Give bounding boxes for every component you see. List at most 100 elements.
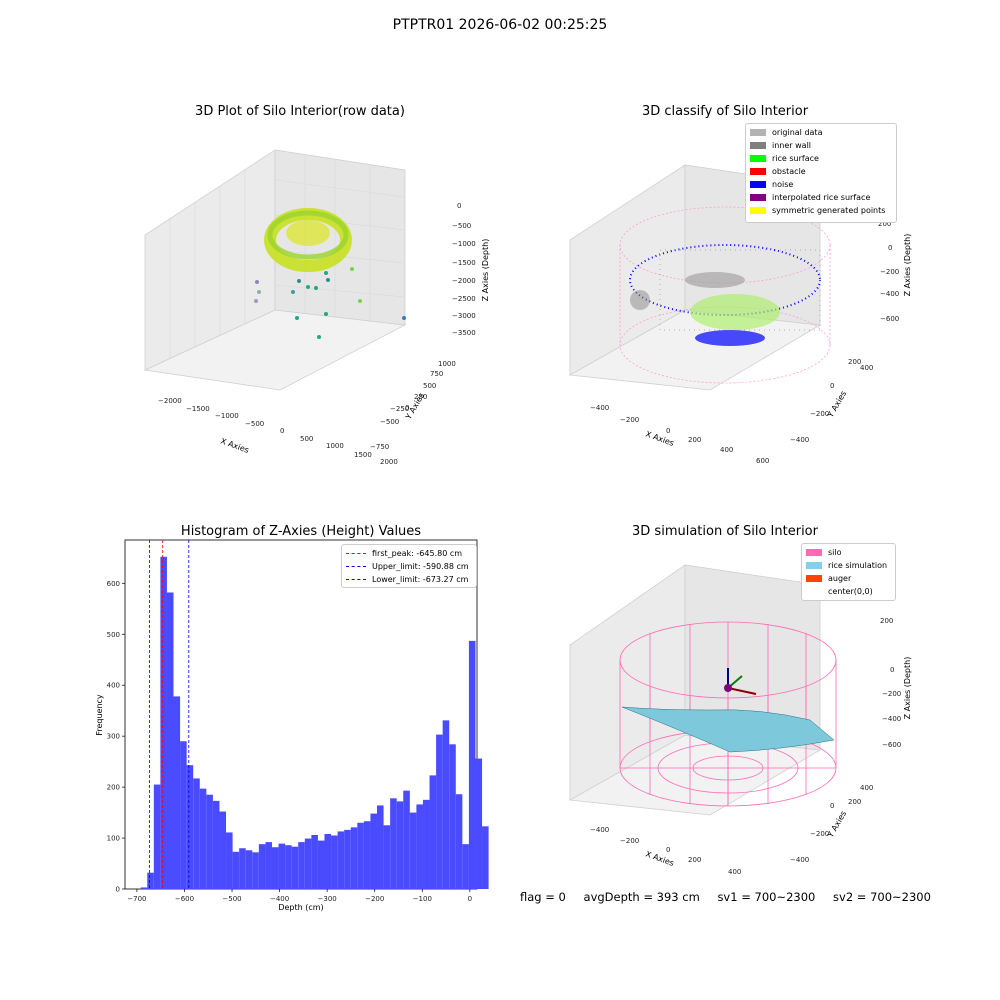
- raw-y-tick: −750: [370, 443, 389, 451]
- raw-z-tick: −1500: [452, 259, 476, 267]
- auger-markers: [724, 668, 757, 695]
- raw-z-ticks: 0 −500 −1000 −1500 −2000 −2500 −3000 −35…: [452, 202, 476, 337]
- simulation-y-axis-label: Y Axies: [825, 809, 848, 839]
- legend-label: auger: [828, 574, 852, 583]
- histogram-bar: [212, 800, 220, 889]
- histogram-y-tick-label: 100: [107, 835, 120, 843]
- raw-x-tick: −1000: [215, 412, 239, 420]
- histogram-bars: [140, 556, 489, 889]
- avg-depth-text: avgDepth = 393 cm: [583, 890, 700, 904]
- histogram-bar: [396, 801, 404, 889]
- histogram-bar: [468, 640, 476, 889]
- classify-y-ticks: −400 −200 0 200 400: [790, 358, 873, 444]
- histogram-y-tick-label: 200: [107, 784, 120, 792]
- legend-label: first_peak: -645.80 cm: [372, 549, 463, 558]
- raw-x-tick: 2000: [380, 458, 398, 465]
- legend-entry: Upper_limit: -590.88 cm: [346, 560, 472, 573]
- histogram-bar: [206, 794, 213, 889]
- histogram-bar: [147, 872, 154, 889]
- raw-y-tick: 500: [423, 382, 436, 390]
- histogram-bar: [390, 798, 397, 889]
- legend-swatch: [750, 129, 766, 136]
- histogram-x-tick-label: −400: [270, 895, 289, 903]
- histogram-y-tick-label: 600: [107, 580, 120, 588]
- legend-swatch: [750, 142, 766, 149]
- simulation-x-ticks: −400 −200 0 200 400: [590, 826, 741, 876]
- histogram-x-ticks: −700 −600 −500 −400 −300 −200 −100 0: [127, 889, 472, 903]
- raw-z-tick: −3500: [452, 329, 476, 337]
- histogram-bar: [409, 812, 417, 889]
- classify-z-tick: 200: [878, 220, 891, 228]
- histogram-bar: [377, 805, 384, 889]
- classify-z-ticks: 200 0 −200 −400 −600: [878, 220, 899, 323]
- histogram-bar: [291, 846, 299, 889]
- rice-surface: [621, 706, 835, 753]
- classify-legend: original data inner wall rice surface obsta…: [745, 123, 897, 223]
- legend-swatch: [346, 579, 366, 580]
- legend-swatch: [750, 207, 766, 214]
- legend-label: symmetric generated points: [772, 206, 886, 215]
- simulation-x-tick: −200: [620, 837, 639, 845]
- simulation-x-tick: 200: [688, 856, 701, 864]
- classify-z-tick: −600: [880, 315, 899, 323]
- raw-y-tick: 0: [405, 404, 409, 412]
- classify-3d-title: 3D classify of Silo Interior: [641, 104, 809, 119]
- histogram-bar: [153, 784, 161, 889]
- legend-entry: rice surface: [750, 152, 892, 165]
- legend-label: inner wall: [772, 141, 812, 150]
- raw-3d-title: 3D Plot of Silo Interior(row data): [195, 104, 405, 119]
- histogram-bar: [383, 825, 391, 889]
- legend-entry: original data: [750, 126, 892, 139]
- raw-x-axis-label: X Axies: [219, 436, 250, 455]
- legend-swatch: [346, 566, 366, 567]
- raw-z-tick: 0: [457, 202, 461, 210]
- raw-x-tick: 1500: [354, 451, 372, 459]
- classify-x-ticks: −400 −200 0 200 400 600: [590, 404, 769, 465]
- legend-entry: inner wall: [750, 139, 892, 152]
- legend-swatch: [806, 575, 822, 582]
- legend-entry: center(0,0): [806, 585, 891, 598]
- classify-x-tick: −400: [590, 404, 609, 412]
- classify-y-tick: −200: [810, 410, 829, 418]
- histogram-x-tick-label: −100: [413, 895, 432, 903]
- classify-z-tick: −400: [880, 290, 899, 298]
- histogram-y-tick-label: 400: [107, 682, 120, 690]
- simulation-x-tick: 0: [666, 846, 670, 854]
- histogram-x-tick-label: −300: [318, 895, 337, 903]
- histogram-reference-lines: [149, 540, 190, 889]
- histogram-bar: [298, 842, 305, 889]
- simulation-y-tick: 0: [830, 802, 834, 810]
- simulation-y-tick: 200: [848, 798, 861, 806]
- raw-z-tick: −2000: [452, 277, 476, 285]
- legend-label: Upper_limit: -590.88 cm: [372, 562, 469, 571]
- raw-z-tick: −2500: [452, 295, 476, 303]
- legend-label: silo: [828, 548, 842, 557]
- simulation-z-tick: 200: [880, 617, 893, 625]
- classify-y-axis-label: Y Axies: [825, 389, 848, 419]
- simulation-x-tick: 400: [728, 868, 741, 876]
- histogram-bar: [482, 826, 489, 889]
- legend-label: Lower_limit: -673.27 cm: [372, 575, 469, 584]
- legend-swatch: [750, 168, 766, 175]
- simulation-y-tick: −400: [790, 856, 809, 864]
- classify-points: [629, 244, 821, 346]
- histogram-bar: [232, 851, 240, 889]
- raw-y-tick: 250: [414, 393, 427, 401]
- status-line: flag = 0 avgDepth = 393 cm sv1 = 700~230…: [520, 890, 945, 904]
- histogram-bar: [449, 744, 456, 889]
- histogram-bar: [462, 844, 469, 889]
- histogram-bar: [363, 821, 371, 889]
- simulation-y-ticks: −400 −200 0 200 400: [790, 784, 873, 864]
- histogram-bar: [226, 832, 233, 889]
- histogram-bar: [311, 834, 318, 889]
- legend-swatch: [346, 553, 366, 554]
- histogram-x-tick-label: −500: [222, 895, 241, 903]
- histogram-bar: [350, 827, 358, 889]
- legend-entry: first_peak: -645.80 cm: [346, 547, 472, 560]
- legend-swatch: [750, 194, 766, 201]
- simulation-y-tick: 400: [860, 784, 873, 792]
- raw-y-tick: −250: [390, 405, 409, 413]
- raw-point-cloud: [254, 208, 406, 339]
- simulation-right-pane: [684, 564, 821, 751]
- histogram-x-tick-label: −600: [175, 895, 194, 903]
